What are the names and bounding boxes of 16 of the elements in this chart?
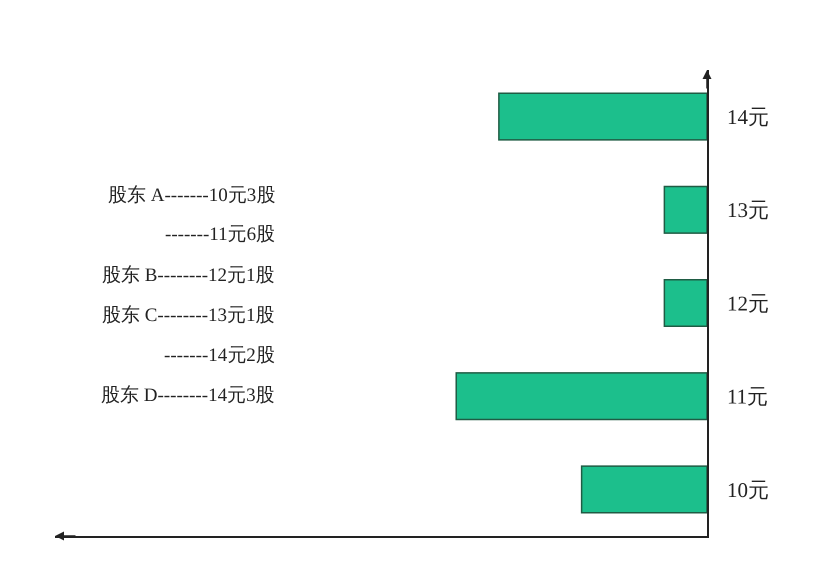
text: 股东 A-------10元3股	[108, 185, 276, 206]
bar	[455, 372, 707, 420]
text: 股东 B--------12元1股	[102, 265, 275, 286]
text: 股东 D--------14元3股	[101, 385, 275, 406]
y-tick-label: 10元	[726, 478, 769, 502]
text: -------11元6股	[165, 224, 276, 245]
text: -------14元2股	[164, 345, 275, 366]
text: 股东 C--------13元1股	[102, 305, 275, 326]
y-tick-label: 12元	[726, 291, 769, 316]
bar	[664, 278, 707, 328]
y-tick-label: 11元	[726, 384, 768, 409]
bar	[498, 92, 707, 141]
y-tick-label: 14元	[726, 104, 769, 129]
y-tick-label: 13元	[726, 198, 769, 222]
bar	[580, 465, 707, 514]
bar	[664, 186, 707, 234]
